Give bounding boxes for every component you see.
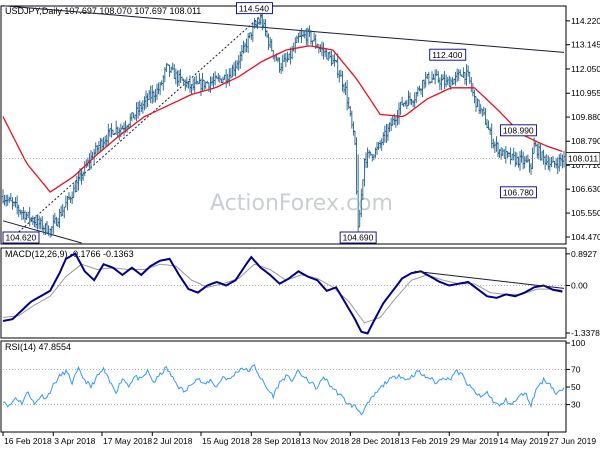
macd-panel: MACD(12,26,9) -0.1766 -0.1363 0.8927 0.00… [0, 247, 600, 339]
rsi-line [2, 364, 565, 416]
macd-y-tick-label: 0.8927 [571, 249, 597, 259]
date-x-tick-label: 17 May 2018 [103, 436, 152, 446]
price-annotation-label: 108.990 [503, 125, 534, 135]
date-x-tick-label: 28 Dec 2018 [351, 436, 399, 446]
price-panel: USDJPY,Daily 107.697 108.070 107.697 108… [0, 2, 600, 245]
price-annotation-box [499, 124, 537, 137]
price-trendlines [2, 5, 565, 244]
price-y-tick-label: 113.145 [571, 40, 600, 50]
macd-y-axis: 0.8927 0.00 -1.3378 [3, 249, 600, 338]
price-annotation-label: 104.620 [6, 233, 37, 243]
price-bars [1, 11, 566, 238]
date-x-tick-label: 28 Sep 2018 [252, 436, 300, 446]
price-annotation-box [2, 231, 40, 244]
macd-y-tick-label: 0.00 [571, 281, 588, 291]
price-y-axis: 114.220 113.145 112.050 110.955 109.880 108.7… [566, 16, 600, 242]
current-price-marker: 108.011 [3, 152, 600, 165]
rsi-y-tick-label: 30 [571, 400, 581, 410]
macd-trendline [414, 270, 565, 289]
macd-panel-frame [0, 247, 567, 339]
price-annotation-box [429, 48, 467, 61]
price-annotation-label: 112.400 [432, 50, 462, 60]
date-x-tick-label: 29 Mar 2019 [450, 436, 498, 446]
price-y-tick-label: 104.470 [571, 232, 600, 242]
price-annotation-box [235, 2, 273, 15]
price-annotation-box [499, 186, 537, 199]
rsi-panel-title: RSI(14) 47.8554 [5, 342, 71, 352]
price-y-tick-label: 108.790 [571, 136, 600, 146]
date-x-tick-label: 2 Jul 2018 [153, 436, 192, 446]
rsi-panel: RSI(14) 47.8554 100 70 50 30 [0, 338, 585, 433]
date-x-tick-label: 13 Nov 2018 [301, 436, 349, 446]
price-trendline [2, 5, 565, 53]
price-y-tick-label: 106.630 [571, 184, 600, 194]
price-y-tick-label: 112.050 [571, 64, 600, 74]
price-y-tick-label: 105.550 [571, 208, 600, 218]
date-x-tick-label: 13 Feb 2019 [400, 436, 448, 446]
macd-line [2, 252, 563, 335]
rsi-y-tick-label: 50 [571, 382, 581, 392]
watermark: ActionForex.com [210, 191, 393, 216]
date-x-tick-label: 3 Apr 2018 [54, 436, 95, 446]
price-y-tick-label: 109.880 [571, 112, 600, 122]
current-price-label: 108.011 [568, 154, 598, 164]
price-panel-title: USDJPY,Daily 107.697 108.070 107.697 108… [5, 6, 201, 16]
price-annotation-label: 114.540 [239, 3, 269, 13]
price-panel-frame [0, 5, 567, 245]
date-x-tick-label: 14 May 2019 [499, 436, 548, 446]
rsi-y-tick-label: 100 [571, 338, 585, 348]
price-annotations: 104.620 114.540 104.690 112.400 108.990 106.7… [2, 2, 537, 244]
price-annotation-label: 106.780 [503, 187, 534, 197]
rsi-y-axis: 100 70 50 30 [3, 338, 585, 410]
price-y-tick-label: 110.955 [571, 88, 600, 98]
date-x-tick-label: 15 Aug 2018 [202, 436, 250, 446]
price-trendline [2, 220, 82, 244]
current-price-box [565, 152, 600, 165]
date-x-axis: 16 Feb 2018 3 Apr 2018 17 May 2018 2 Jul 20… [2, 432, 596, 446]
macd-panel-title: MACD(12,26,9) -0.1766 -0.1363 [5, 249, 134, 259]
price-bar [562, 150, 566, 168]
price-y-tick-label: 114.220 [571, 16, 600, 26]
rsi-y-tick-label: 70 [571, 364, 581, 374]
price-annotation-box [339, 231, 377, 244]
macd-y-tick-label: -1.3378 [571, 328, 600, 338]
price-annotation-label: 104.690 [343, 233, 374, 243]
date-x-tick-label: 27 Jun 2019 [549, 436, 596, 446]
date-x-tick-label: 16 Feb 2018 [4, 436, 52, 446]
moving-average-line [2, 45, 563, 193]
price-y-tick-label: 107.710 [571, 160, 600, 170]
